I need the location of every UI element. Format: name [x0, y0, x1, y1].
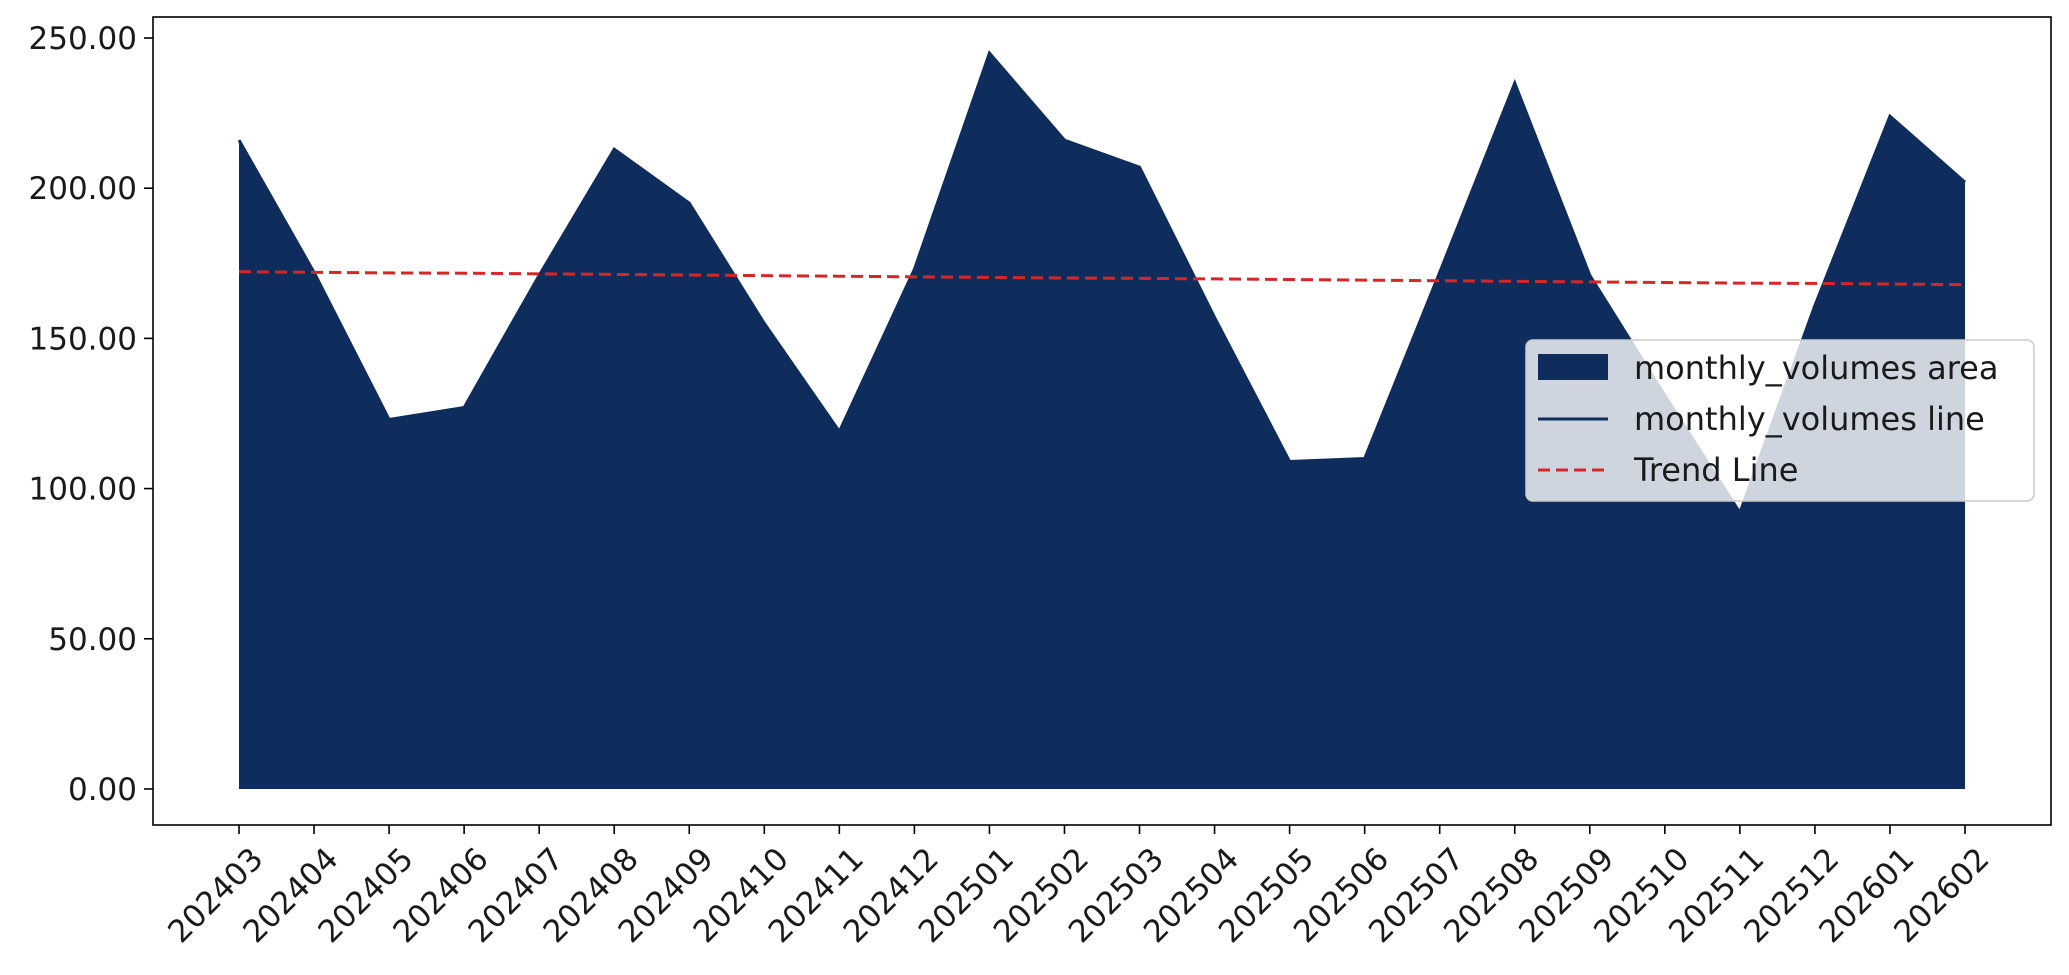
legend-label-line: monthly_volumes line: [1634, 400, 1985, 438]
x-axis: 2024032024042024052024062024072024082024…: [161, 825, 1997, 950]
legend: monthly_volumes area monthly_volumes lin…: [1525, 339, 2035, 502]
y-tick-label: 0.00: [68, 772, 137, 808]
y-tick-label: 100.00: [29, 472, 137, 508]
area-layer: [239, 53, 1965, 789]
y-tick-label: 50.00: [48, 622, 137, 658]
y-axis: 0.00 50.00 100.00 150.00 200.00 250.00: [29, 21, 153, 808]
area-series-fill: [239, 53, 1965, 789]
legend-label-trend: Trend Line: [1633, 451, 1798, 489]
y-tick-label: 150.00: [29, 321, 137, 357]
y-tick-label: 200.00: [29, 171, 137, 207]
legend-box: [1525, 339, 2035, 502]
legend-swatch-area: [1538, 354, 1608, 380]
plot-frame: [152, 16, 2052, 826]
legend-label-area: monthly_volumes area: [1634, 349, 1998, 387]
y-tick-label: 250.00: [29, 21, 137, 57]
